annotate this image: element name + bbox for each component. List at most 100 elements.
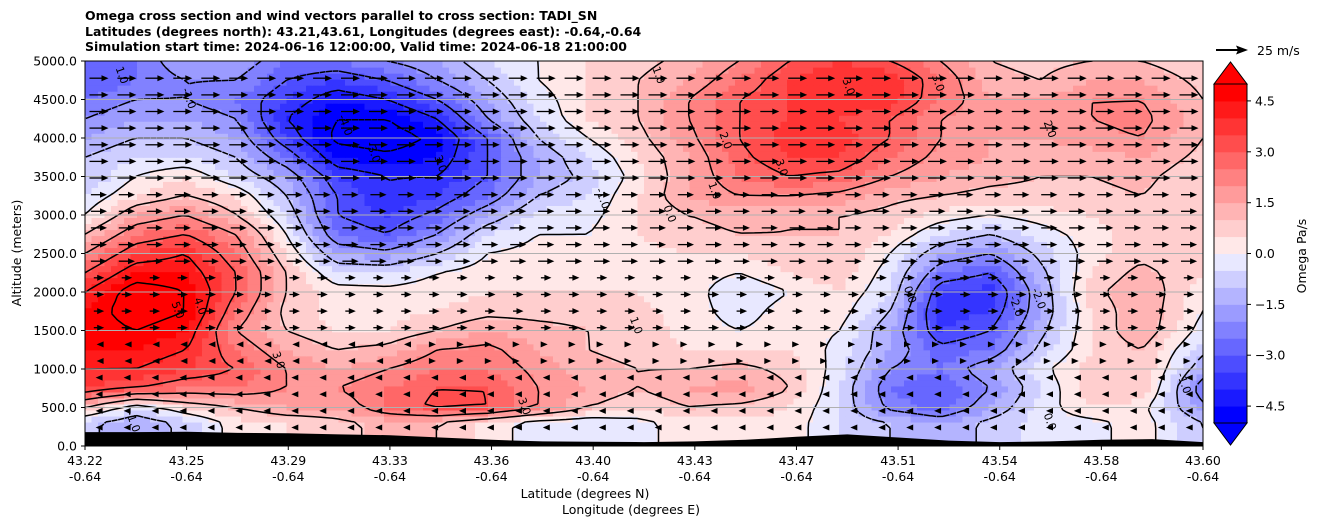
omega-cell bbox=[806, 385, 814, 393]
omega-cell bbox=[397, 349, 405, 357]
omega-cell bbox=[306, 379, 314, 387]
omega-cell bbox=[429, 391, 437, 399]
omega-cell bbox=[319, 427, 327, 435]
omega-cell bbox=[1034, 367, 1042, 375]
omega-cell bbox=[189, 367, 197, 375]
omega-cell bbox=[1027, 391, 1035, 399]
omega-cell bbox=[1190, 385, 1198, 393]
omega-cell bbox=[436, 337, 444, 345]
omega-cell bbox=[215, 277, 223, 285]
omega-cell bbox=[995, 409, 1003, 417]
omega-cell bbox=[364, 331, 372, 339]
omega-cell bbox=[767, 331, 775, 339]
omega-cell bbox=[878, 379, 886, 387]
omega-cell bbox=[546, 373, 554, 381]
omega-cell bbox=[449, 283, 457, 291]
omega-cell bbox=[208, 301, 216, 309]
omega-cell bbox=[234, 301, 242, 309]
omega-cell bbox=[1190, 277, 1198, 285]
omega-cell bbox=[871, 337, 879, 345]
omega-cell bbox=[1079, 397, 1087, 405]
omega-cell bbox=[1118, 391, 1126, 399]
omega-cell bbox=[1040, 313, 1048, 321]
omega-cell bbox=[501, 415, 509, 423]
omega-cell bbox=[1125, 433, 1133, 441]
omega-cell bbox=[195, 355, 203, 363]
omega-cell bbox=[332, 391, 340, 399]
omega-cell bbox=[91, 421, 99, 429]
omega-cell bbox=[117, 283, 125, 291]
omega-cell bbox=[319, 421, 327, 429]
omega-cell bbox=[293, 337, 301, 345]
omega-cell bbox=[949, 421, 957, 429]
omega-cell bbox=[715, 373, 723, 381]
omega-cell bbox=[832, 379, 840, 387]
omega-cell bbox=[377, 277, 385, 285]
omega-cell bbox=[1131, 331, 1139, 339]
omega-cell bbox=[865, 337, 873, 345]
omega-cell bbox=[1105, 301, 1113, 309]
omega-cell bbox=[1196, 385, 1203, 393]
omega-cell bbox=[852, 331, 860, 339]
omega-cell bbox=[962, 349, 970, 357]
omega-cell bbox=[936, 397, 944, 405]
omega-cell bbox=[1177, 283, 1185, 291]
omega-cell bbox=[156, 301, 164, 309]
omega-cell bbox=[215, 331, 223, 339]
omega-cell bbox=[572, 409, 580, 417]
omega-cell bbox=[624, 313, 632, 321]
omega-cell bbox=[676, 361, 684, 369]
omega-cell bbox=[195, 415, 203, 423]
omega-cell bbox=[507, 289, 515, 297]
omega-cell bbox=[650, 301, 658, 309]
omega-cell bbox=[202, 421, 210, 429]
omega-cell bbox=[1112, 289, 1120, 297]
omega-cell bbox=[1034, 337, 1042, 345]
omega-cell bbox=[111, 325, 119, 333]
omega-cell bbox=[891, 301, 899, 309]
omega-cell bbox=[1079, 313, 1087, 321]
omega-cell bbox=[780, 391, 788, 399]
omega-cell bbox=[1099, 397, 1107, 405]
omega-cell bbox=[644, 277, 652, 285]
omega-cell bbox=[696, 319, 704, 327]
omega-cell bbox=[1060, 373, 1068, 381]
omega-cell bbox=[130, 355, 138, 363]
omega-cell bbox=[247, 385, 255, 393]
omega-cell bbox=[975, 367, 983, 375]
omega-cell bbox=[85, 421, 93, 429]
omega-cell bbox=[897, 319, 905, 327]
omega-cell bbox=[949, 349, 957, 357]
omega-cell bbox=[982, 397, 990, 405]
omega-cell bbox=[364, 313, 372, 321]
omega-cell bbox=[956, 283, 964, 291]
omega-cell bbox=[722, 373, 730, 381]
omega-cell bbox=[312, 421, 320, 429]
omega-cell bbox=[975, 307, 983, 315]
omega-cell bbox=[858, 343, 866, 351]
omega-cell bbox=[553, 373, 561, 381]
omega-cell bbox=[865, 355, 873, 363]
omega-cell bbox=[546, 433, 554, 441]
omega-cell bbox=[1034, 397, 1042, 405]
omega-cell bbox=[800, 319, 808, 327]
omega-cell bbox=[566, 409, 574, 417]
omega-cell bbox=[429, 379, 437, 387]
omega-cell bbox=[208, 313, 216, 321]
omega-cell bbox=[436, 379, 444, 387]
omega-cell bbox=[546, 283, 554, 291]
omega-cell bbox=[780, 361, 788, 369]
omega-cell bbox=[663, 295, 671, 303]
omega-cell bbox=[988, 277, 996, 285]
omega-cell bbox=[969, 421, 977, 429]
omega-cell bbox=[624, 433, 632, 441]
omega-cell bbox=[735, 313, 743, 321]
omega-cell bbox=[605, 337, 613, 345]
omega-cell bbox=[1079, 367, 1087, 375]
omega-cell bbox=[371, 295, 379, 303]
omega-cell bbox=[221, 283, 229, 291]
omega-cell bbox=[475, 427, 483, 435]
omega-cell bbox=[728, 361, 736, 369]
omega-cell bbox=[605, 349, 613, 357]
omega-cell bbox=[1092, 427, 1100, 435]
